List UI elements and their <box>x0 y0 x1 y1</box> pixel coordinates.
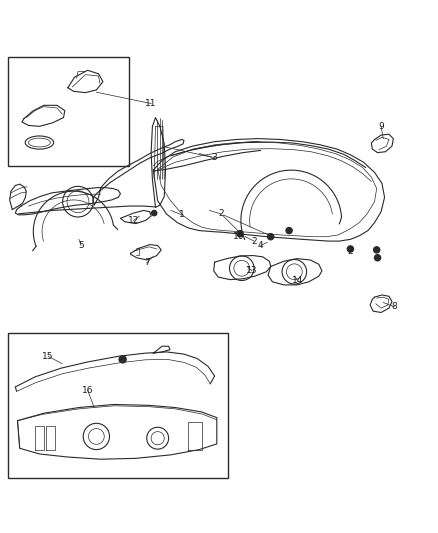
Circle shape <box>152 211 157 216</box>
Text: 3: 3 <box>212 154 218 163</box>
Text: 2: 2 <box>219 209 224 219</box>
Text: 10: 10 <box>233 232 244 241</box>
Text: 4: 4 <box>258 241 263 250</box>
Text: 14: 14 <box>292 276 304 285</box>
Circle shape <box>347 246 353 252</box>
Text: 13: 13 <box>246 266 258 276</box>
Circle shape <box>268 233 274 240</box>
Circle shape <box>237 231 243 237</box>
Bar <box>8 57 129 166</box>
Text: 11: 11 <box>145 99 157 108</box>
Circle shape <box>119 356 126 363</box>
Bar <box>8 333 228 478</box>
Text: 15: 15 <box>42 352 54 361</box>
Text: 5: 5 <box>78 241 84 250</box>
Text: 9: 9 <box>378 122 384 131</box>
Text: 8: 8 <box>391 302 397 311</box>
Text: 16: 16 <box>82 385 93 394</box>
Text: 1: 1 <box>179 211 185 219</box>
Circle shape <box>374 247 380 253</box>
Circle shape <box>286 228 292 233</box>
Text: 12: 12 <box>128 216 139 225</box>
Text: 2: 2 <box>251 237 257 246</box>
Text: 7: 7 <box>144 259 150 268</box>
Circle shape <box>374 255 381 261</box>
Text: 2: 2 <box>348 247 353 256</box>
